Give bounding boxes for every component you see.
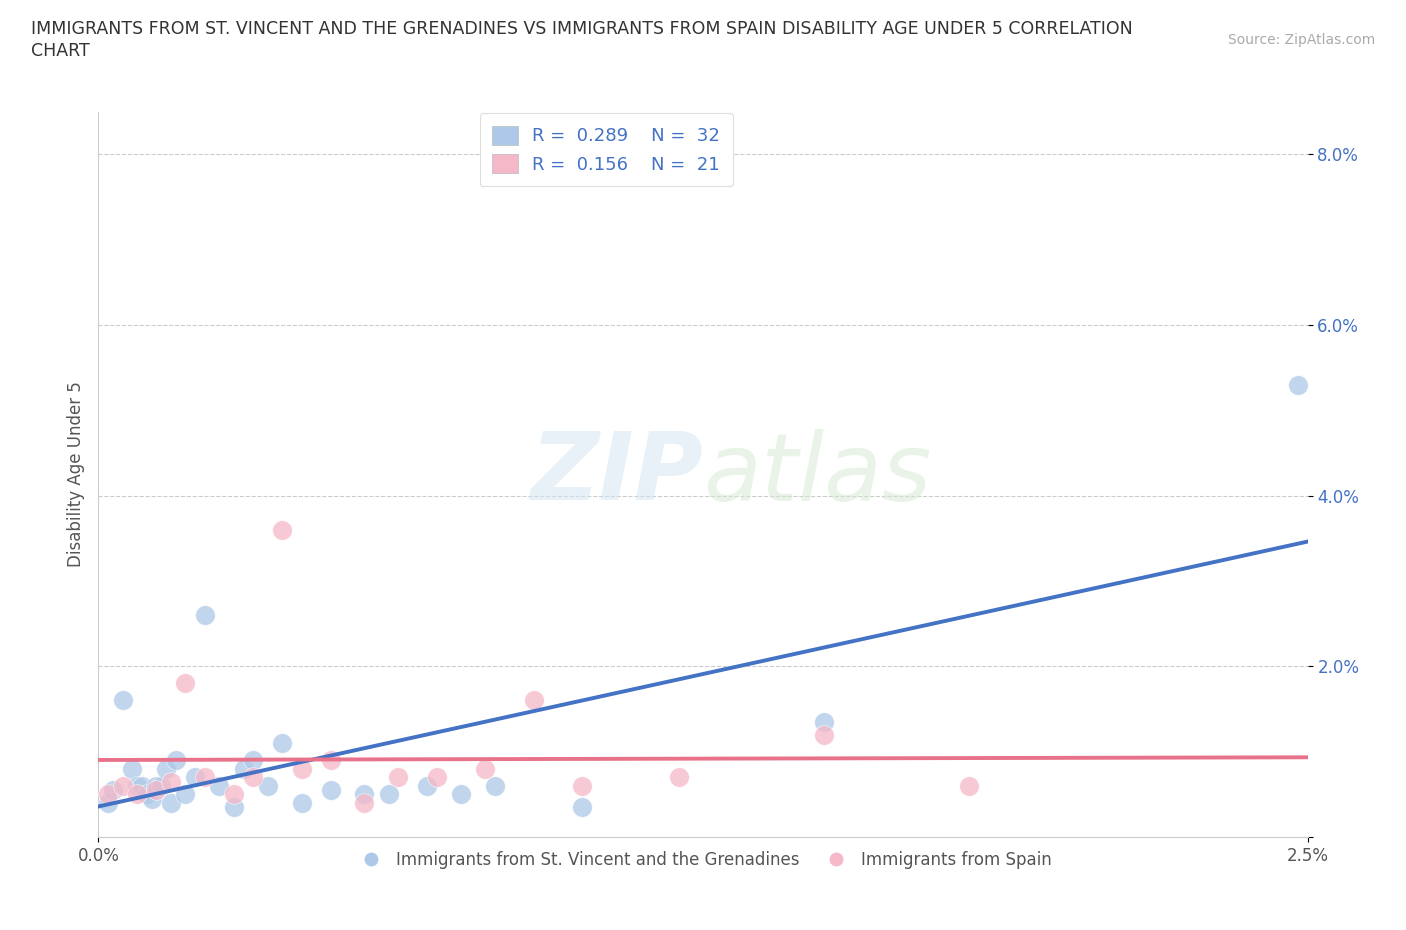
Text: CHART: CHART	[31, 42, 90, 60]
Point	[290, 762, 312, 777]
Point	[174, 787, 197, 802]
Point	[242, 752, 264, 767]
Point	[256, 778, 278, 793]
Point	[571, 778, 593, 793]
Point	[222, 800, 245, 815]
Point	[319, 752, 342, 767]
Point	[353, 787, 375, 802]
Point	[474, 762, 496, 777]
Text: IMMIGRANTS FROM ST. VINCENT AND THE GRENADINES VS IMMIGRANTS FROM SPAIN DISABILI: IMMIGRANTS FROM ST. VINCENT AND THE GREN…	[31, 20, 1133, 38]
Y-axis label: Disability Age Under 5: Disability Age Under 5	[66, 381, 84, 567]
Point	[184, 770, 207, 785]
Point	[150, 778, 173, 793]
Point	[121, 762, 143, 777]
Point	[97, 795, 120, 810]
Point	[165, 752, 187, 767]
Point	[145, 783, 167, 798]
Point	[194, 770, 217, 785]
Point	[319, 783, 342, 798]
Point	[145, 778, 167, 793]
Point	[290, 795, 312, 810]
Point	[131, 778, 153, 793]
Point	[97, 787, 120, 802]
Point	[387, 770, 409, 785]
Point	[127, 778, 149, 793]
Point	[242, 770, 264, 785]
Point	[353, 795, 375, 810]
Point	[101, 783, 124, 798]
Point	[523, 693, 546, 708]
Text: ZIP: ZIP	[530, 429, 703, 520]
Point	[426, 770, 449, 785]
Point	[194, 607, 217, 622]
Point	[571, 800, 593, 815]
Point	[813, 727, 835, 742]
Text: atlas: atlas	[703, 429, 931, 520]
Point	[450, 787, 472, 802]
Point	[232, 762, 254, 777]
Point	[208, 778, 231, 793]
Point	[141, 791, 163, 806]
Point	[174, 676, 197, 691]
Point	[1286, 378, 1309, 392]
Point	[813, 714, 835, 729]
Point	[222, 787, 245, 802]
Point	[111, 693, 134, 708]
Point	[416, 778, 439, 793]
Point	[160, 774, 183, 789]
Point	[135, 787, 157, 802]
Point	[377, 787, 399, 802]
Point	[271, 736, 294, 751]
Point	[668, 770, 690, 785]
Point	[155, 762, 177, 777]
Point	[127, 787, 149, 802]
Point	[957, 778, 980, 793]
Point	[271, 523, 294, 538]
Text: Source: ZipAtlas.com: Source: ZipAtlas.com	[1227, 33, 1375, 46]
Point	[484, 778, 506, 793]
Legend: Immigrants from St. Vincent and the Grenadines, Immigrants from Spain: Immigrants from St. Vincent and the Gren…	[347, 844, 1059, 876]
Point	[111, 778, 134, 793]
Point	[160, 795, 183, 810]
